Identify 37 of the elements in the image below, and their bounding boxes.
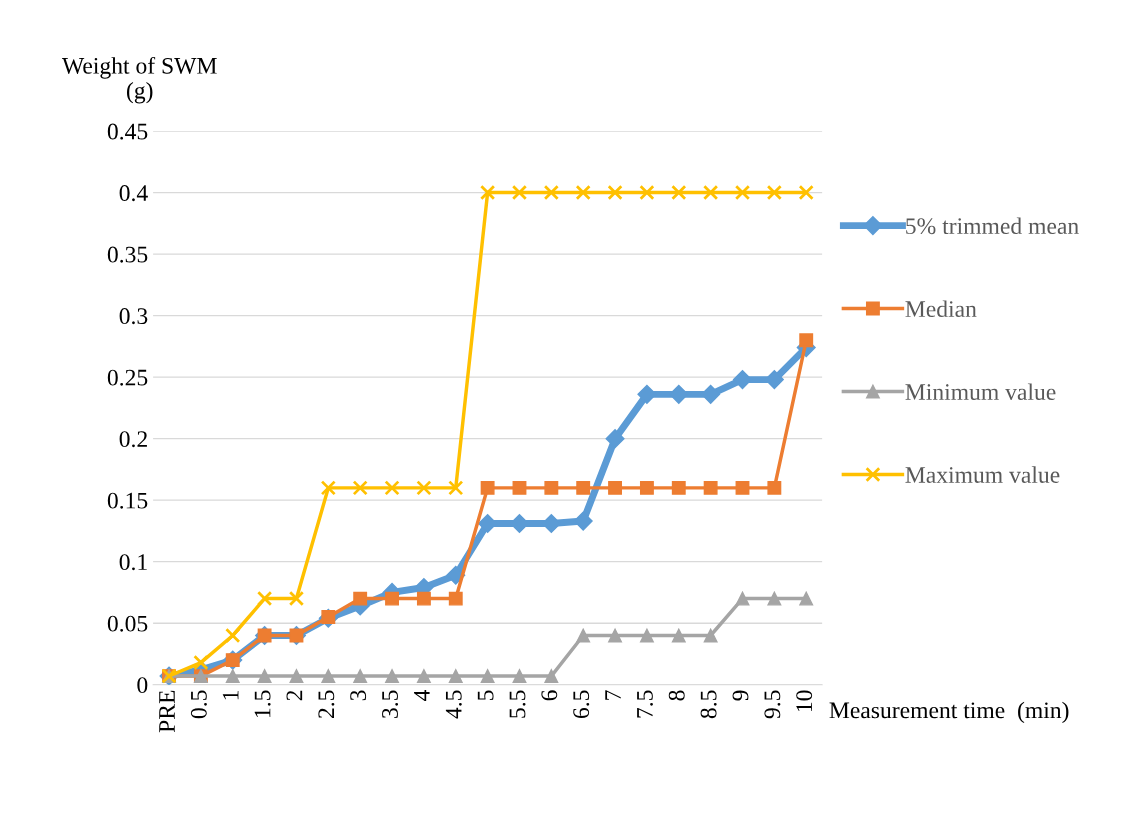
x-tick-label: 8 <box>668 690 685 701</box>
x-tick-label: 1 <box>222 690 239 700</box>
y-tick-label: 0.35 <box>107 246 148 263</box>
legend-label: Maximum value <box>905 466 1060 483</box>
y-axis-title: Weight of SWM (g) <box>61 56 217 104</box>
x-tick-label: 4.5 <box>445 690 462 719</box>
x-tick-label: 10 <box>796 690 813 712</box>
x-tick-label: 6 <box>541 690 558 701</box>
x-tick-label: 7.5 <box>637 690 653 718</box>
legend-label: Median <box>905 300 977 318</box>
x-tick-label: 0.5 <box>190 690 207 719</box>
x-tick-label: 2.5 <box>318 690 335 719</box>
x-tick-label: 3 <box>350 690 367 701</box>
y-tick-label: 0.1 <box>119 554 147 571</box>
x-tick-label: 5.5 <box>509 690 526 718</box>
x-axis-title: Measurement time (min) <box>829 701 1069 724</box>
x-tick-label: 8.5 <box>700 690 717 719</box>
x-tick-label: 4 <box>414 689 430 701</box>
y-tick-label: 0 <box>137 677 148 694</box>
x-tick-label: 9 <box>732 690 749 701</box>
x-tick-label: 3.5 <box>382 690 399 718</box>
x-tick-label: PRE <box>159 690 175 733</box>
y-tick-label: 0.15 <box>107 492 148 509</box>
legend-label: Minimum value <box>905 383 1056 400</box>
x-tick-label: 2 <box>286 690 303 701</box>
x-tick-label: 5 <box>477 690 494 700</box>
x-tick-label: 7 <box>605 690 621 700</box>
y-tick-label: 0.25 <box>107 369 148 386</box>
y-tick-label: 0.2 <box>119 431 147 448</box>
legend-label: 5% trimmed mean <box>906 217 1079 235</box>
x-tick-label: 1.5 <box>254 690 271 717</box>
y-tick-label: 0.05 <box>107 615 148 632</box>
y-tick-label: 0.45 <box>107 123 148 140</box>
x-tick-label: 6.5 <box>573 690 590 719</box>
x-tick-label: 9.5 <box>764 690 781 719</box>
y-tick-label: 0.3 <box>119 308 148 325</box>
y-tick-label: 0.4 <box>119 185 148 202</box>
